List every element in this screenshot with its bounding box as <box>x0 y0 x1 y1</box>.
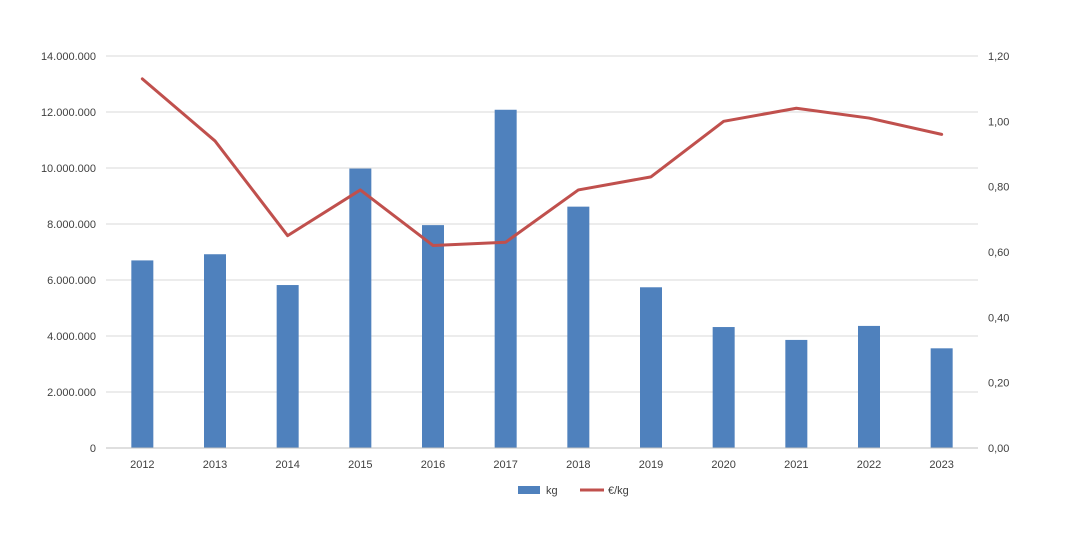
y-left-tick-label: 2.000.000 <box>47 387 96 399</box>
y-left-tick-label: 14.000.000 <box>41 51 96 63</box>
y-left-tick-label: 8.000.000 <box>47 219 96 231</box>
x-tick-label: 2014 <box>275 459 299 471</box>
y-right-tick-label: 0,00 <box>988 443 1009 455</box>
x-tick-label: 2015 <box>348 459 372 471</box>
legend-label-kg: kg <box>546 485 558 497</box>
y-right-tick-label: 0,40 <box>988 312 1009 324</box>
line-series-eur-per-kg <box>142 79 941 246</box>
y-right-tick-label: 0,80 <box>988 182 1009 194</box>
x-tick-label: 2022 <box>857 459 881 471</box>
legend-label-eur-per-kg: €/kg <box>608 485 629 497</box>
x-tick-label: 2013 <box>203 459 227 471</box>
y-right-tick-label: 0,20 <box>988 378 1009 390</box>
y-right-tick-label: 1,00 <box>988 116 1009 128</box>
y-left-tick-label: 0 <box>90 443 96 455</box>
legend: kg €/kg <box>518 485 629 497</box>
bar <box>640 287 662 448</box>
x-tick-label: 2017 <box>493 459 517 471</box>
x-tick-label: 2019 <box>639 459 663 471</box>
x-tick-label: 2012 <box>130 459 154 471</box>
gridlines <box>106 56 978 392</box>
bar <box>495 110 517 448</box>
bar <box>785 340 807 448</box>
y-left-tick-label: 4.000.000 <box>47 331 96 343</box>
bar <box>858 326 880 448</box>
series-line <box>142 79 941 246</box>
bar-series-kg <box>131 110 952 448</box>
bar <box>204 254 226 448</box>
y-left-tick-label: 6.000.000 <box>47 275 96 287</box>
y-left-tick-label: 12.000.000 <box>41 107 96 119</box>
y-right-tick-label: 1,20 <box>988 51 1009 63</box>
bar <box>131 260 153 448</box>
bar <box>277 285 299 448</box>
x-tick-label: 2021 <box>784 459 808 471</box>
y-left-tick-label: 10.000.000 <box>41 163 96 175</box>
bar <box>567 207 589 448</box>
x-tick-label: 2018 <box>566 459 590 471</box>
x-tick-label: 2020 <box>711 459 735 471</box>
x-tick-label: 2023 <box>929 459 953 471</box>
legend-swatch-kg <box>518 486 540 494</box>
y-right-tick-label: 0,60 <box>988 247 1009 259</box>
bar <box>349 169 371 448</box>
x-tick-label: 2016 <box>421 459 445 471</box>
bar <box>931 348 953 448</box>
bar <box>713 327 735 448</box>
bar <box>422 225 444 448</box>
